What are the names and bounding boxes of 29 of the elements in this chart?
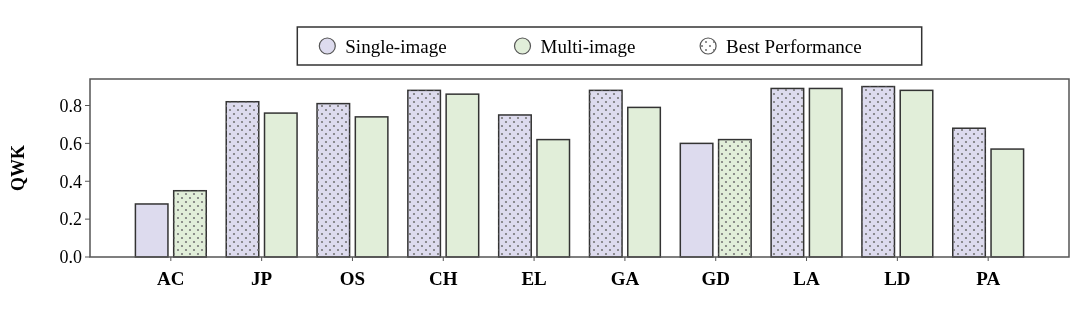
- x-tick-label: GA: [610, 268, 640, 289]
- y-tick-label: 0.8: [59, 95, 82, 116]
- x-tick-label: GD: [701, 268, 730, 289]
- bar: [679, 142, 714, 258]
- legend-label: Best Performance: [726, 35, 862, 57]
- x-tick-label: EL: [521, 268, 547, 289]
- legend-label: Multi-image: [540, 35, 636, 57]
- y-tick-label: 0.2: [59, 209, 82, 230]
- x-tick-label: LD: [884, 268, 911, 289]
- x-tick-label: JP: [251, 268, 273, 289]
- x-tick-label: PA: [976, 268, 1001, 289]
- x-tick-label: OS: [339, 268, 366, 289]
- y-tick-label: 0.6: [59, 133, 82, 154]
- bar: [354, 116, 389, 258]
- y-tick-label: 0.4: [59, 171, 82, 192]
- bar: [263, 112, 298, 258]
- bar: [990, 148, 1025, 258]
- bar: [627, 106, 662, 258]
- x-tick-label: AC: [157, 268, 185, 289]
- y-axis-title: QWK: [8, 144, 28, 192]
- bar: [536, 138, 571, 258]
- y-tick-label: 0.0: [59, 247, 82, 268]
- x-tick-label: CH: [429, 268, 458, 289]
- bar: [134, 203, 169, 258]
- bar: [899, 89, 934, 258]
- bar: [808, 87, 843, 258]
- legend-label: Single-image: [345, 35, 447, 57]
- bar: [445, 93, 480, 258]
- x-tick-label: LA: [793, 268, 821, 289]
